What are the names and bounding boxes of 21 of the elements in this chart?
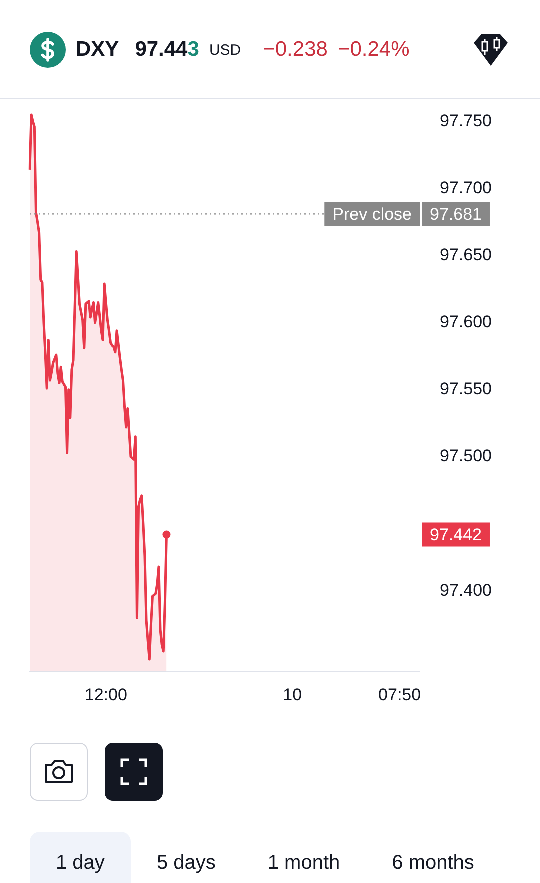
y-tick-label: 97.550 [440,380,492,399]
text: −0.238 [263,38,328,62]
text: −0.24% [338,38,410,62]
y-tick-label: 97.650 [440,245,492,264]
y-tick-label: 97.750 [440,111,492,130]
text: 1 month [266,851,342,876]
text: 6 months [391,851,476,876]
text: 97.442 [430,525,482,544]
x-tick-label: 07:50 [378,685,422,704]
text: 97.443 [135,38,200,62]
x-tick-label: 10 [283,685,302,704]
text: USD [209,42,242,58]
ref-line-label: Prev close 97.681 [332,204,482,224]
chart-title: DXY [76,38,120,62]
x-tick-label: 12:00 [84,685,128,704]
y-tick-label: 97.600 [440,312,492,332]
y-tick-label: 97.700 [440,178,492,198]
text: 5 days [156,851,217,876]
y-tick-label: 97.500 [440,446,492,466]
y-tick-label: 97.400 [440,580,492,600]
text: 1 day [30,832,131,883]
